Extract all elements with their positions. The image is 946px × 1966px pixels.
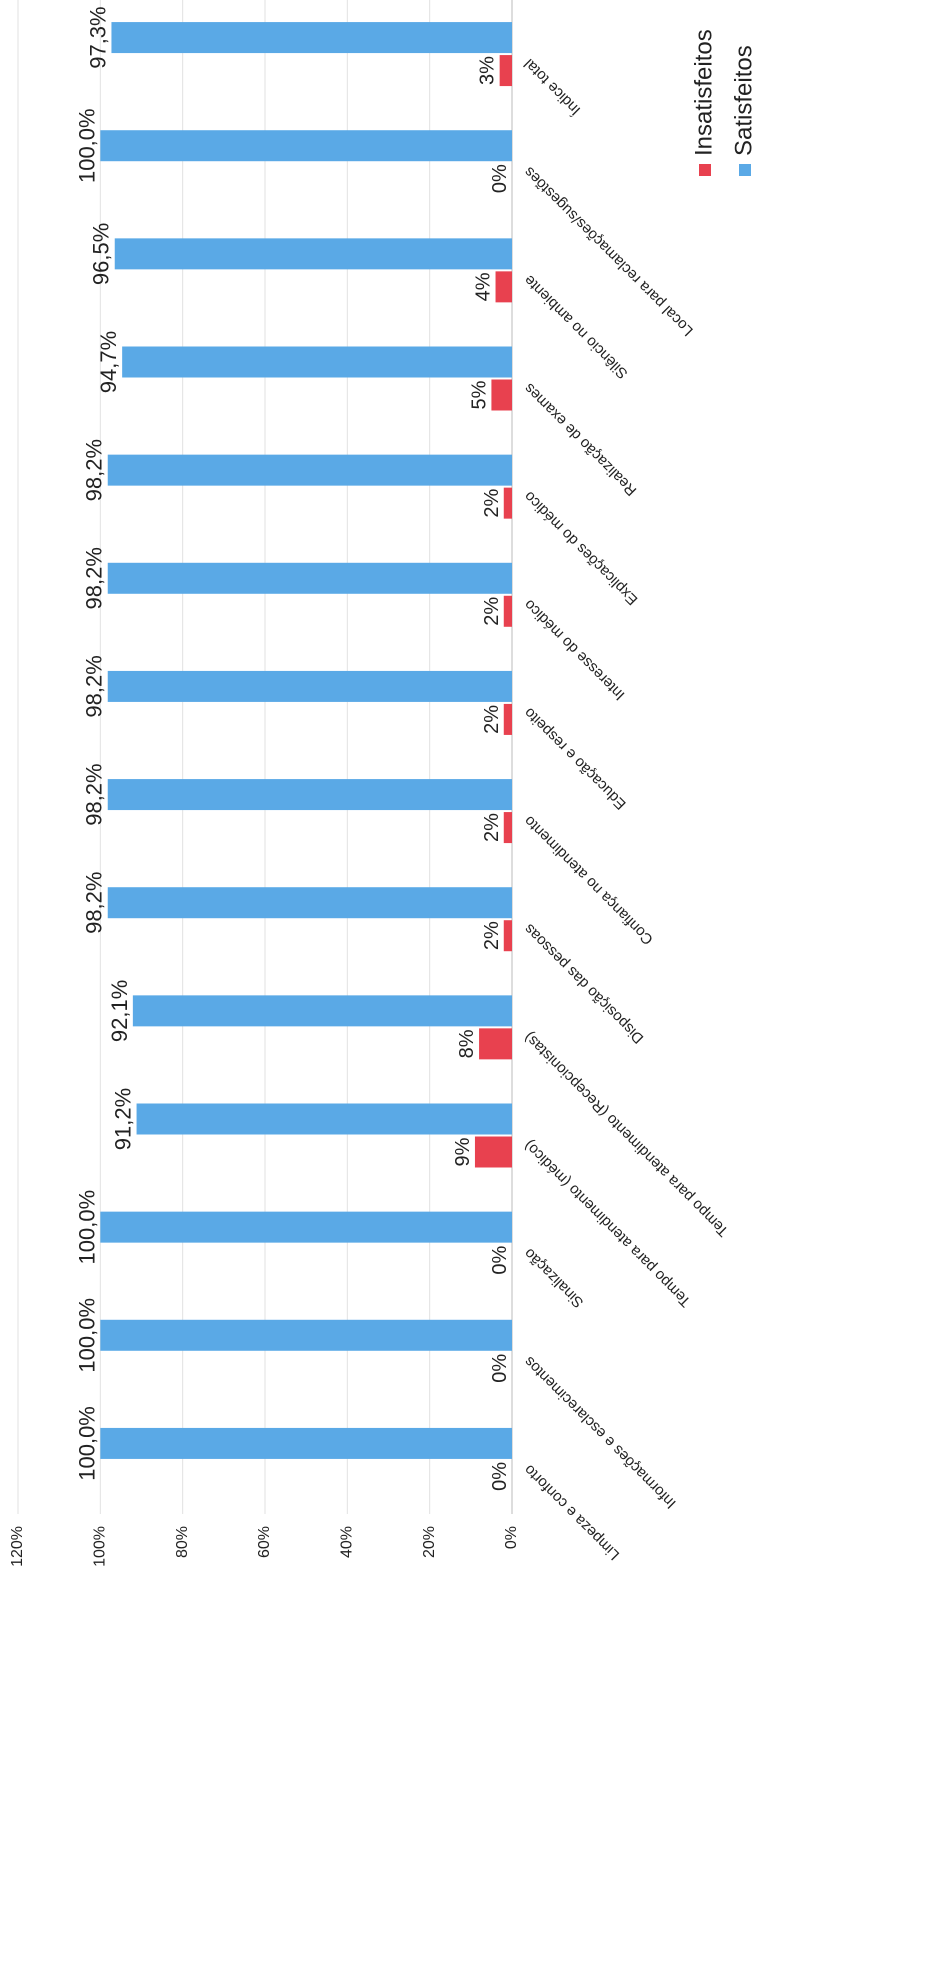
legend-swatch: [699, 164, 711, 176]
bar: [499, 55, 512, 87]
data-label: 98,2%: [82, 547, 107, 609]
bar: [100, 1427, 512, 1459]
data-label: 2%: [481, 597, 503, 626]
data-label: 100,0%: [74, 1298, 99, 1373]
data-label: 9%: [452, 1137, 474, 1166]
bar: [114, 238, 512, 270]
y-tick-label: 60%: [256, 1526, 273, 1558]
bar: [503, 487, 512, 519]
legend-label: Insatisfeitos: [690, 29, 717, 156]
data-label: 98,2%: [82, 655, 107, 717]
data-label: 5%: [468, 380, 490, 409]
y-tick-label: 100%: [92, 1526, 109, 1567]
x-tick-label: Índice total: [521, 55, 584, 118]
data-label: 3%: [477, 56, 499, 85]
x-tick-label: Explicações do médico: [521, 488, 642, 609]
data-label: 94,7%: [96, 331, 121, 393]
bar: [132, 995, 512, 1027]
bar: [491, 379, 512, 411]
bar: [107, 670, 512, 702]
data-label: 92,1%: [107, 980, 132, 1042]
legend-swatch: [739, 164, 751, 176]
bar: [495, 271, 512, 303]
bar: [107, 454, 512, 486]
data-label: 100,0%: [74, 1190, 99, 1265]
data-label: 98,2%: [82, 872, 107, 934]
bar: [100, 1319, 512, 1351]
data-label: 2%: [481, 921, 503, 950]
data-label: 2%: [481, 705, 503, 734]
x-tick-label: Silêncio no ambiente: [521, 272, 631, 382]
x-tick-label: Realização de exames: [521, 380, 640, 499]
bar: [100, 130, 512, 162]
y-tick-label: 0%: [503, 1526, 520, 1549]
x-tick-label: Tempo para atendimento (Recepcionistas): [521, 1029, 732, 1240]
x-tick-label: Interesse do médico: [521, 596, 629, 704]
bar: [100, 1211, 512, 1243]
x-tick-label: Sinalização: [521, 1245, 587, 1311]
data-label: 0%: [489, 164, 511, 193]
x-tick-label: Disposição das pessoas: [521, 920, 647, 1046]
bar: [107, 887, 512, 919]
data-label: 0%: [489, 1354, 511, 1383]
data-label: 98,2%: [82, 763, 107, 825]
y-tick-label: 40%: [339, 1526, 356, 1558]
data-label: 100,0%: [74, 108, 99, 183]
legend-label: Satisfeitos: [730, 45, 757, 156]
bar: [111, 22, 512, 54]
bar: [503, 812, 512, 844]
x-tick-label: Limpeza e conforto: [521, 1461, 623, 1563]
x-tick-label: Local para reclamações/sugestões: [521, 163, 697, 339]
rotated-chart: 0% 20% 40% 60% 80% 100% 120% Limpeza e conforto…: [9, 0, 757, 1567]
bar: [107, 562, 512, 594]
y-tick-label: 80%: [174, 1526, 191, 1558]
data-label: 91,2%: [111, 1088, 136, 1150]
data-label: 98,2%: [82, 439, 107, 501]
data-label: 4%: [473, 272, 495, 301]
data-label: 2%: [481, 813, 503, 842]
data-label: 2%: [481, 488, 503, 517]
x-tick-label: Educação e respeito: [521, 704, 630, 813]
bar: [503, 703, 512, 735]
bar: [107, 779, 512, 811]
data-label: 0%: [489, 1245, 511, 1274]
y-tick-label: 20%: [421, 1526, 438, 1558]
y-tick-label: 120%: [9, 1526, 26, 1567]
data-label: 100,0%: [74, 1406, 99, 1481]
x-tick-label: Confiança no atendimento: [521, 812, 657, 948]
bar: [503, 595, 512, 627]
data-label: 0%: [489, 1462, 511, 1491]
bar: [479, 1028, 513, 1060]
data-label: 97,3%: [85, 6, 110, 68]
bar: [136, 1103, 512, 1135]
bar: [503, 920, 512, 952]
bar: [122, 346, 512, 378]
bar: [474, 1136, 513, 1168]
data-label: 8%: [456, 1029, 478, 1058]
data-label: 96,5%: [89, 223, 114, 285]
